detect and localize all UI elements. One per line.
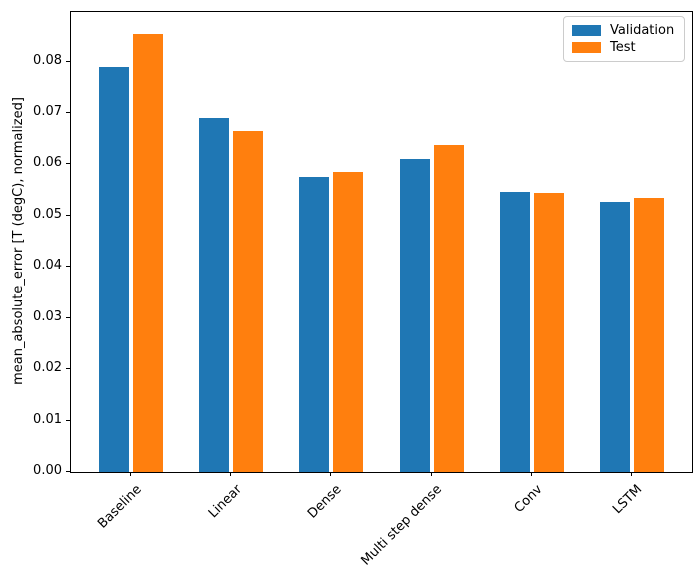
- bar-validation-linear: [199, 118, 230, 472]
- x-tick-mark: [330, 472, 332, 476]
- legend: Validation Test: [563, 16, 685, 62]
- x-tick-label-dense: Dense: [305, 482, 345, 522]
- y-tick-label: 0.03: [33, 309, 62, 325]
- y-tick-label: 0.02: [33, 360, 62, 376]
- y-tick-mark: [66, 163, 70, 165]
- y-tick-label: 0.04: [33, 257, 62, 273]
- bar-test-dense: [333, 171, 364, 472]
- x-tick-mark: [430, 472, 432, 476]
- x-tick-mark: [130, 472, 132, 476]
- bar-test-baseline: [133, 33, 164, 472]
- legend-label-test: Test: [610, 40, 636, 56]
- y-axis-label: mean_absolute_error [T (degC), normalize…: [11, 97, 26, 385]
- bar-test-linear: [233, 130, 264, 472]
- bar-validation-multi-step-dense: [399, 159, 430, 472]
- legend-swatch-test: [572, 42, 601, 54]
- y-tick-label: 0.00: [33, 463, 62, 478]
- legend-swatch-validation: [572, 24, 601, 36]
- y-tick-label: 0.01: [33, 411, 62, 427]
- y-tick-label: 0.07: [33, 104, 62, 119]
- x-tick-mark: [530, 472, 532, 476]
- y-tick-mark: [66, 471, 70, 472]
- y-tick-mark: [66, 112, 70, 113]
- bar-test-lstm: [633, 197, 664, 472]
- x-tick-label-multi-step-dense: Multi step dense: [358, 482, 446, 569]
- y-tick-label: 0.05: [33, 206, 62, 222]
- y-tick-label: 0.08: [33, 52, 62, 68]
- y-tick-mark: [66, 60, 70, 62]
- bar-validation-baseline: [99, 66, 129, 472]
- x-tick-label-conv: Conv: [511, 482, 546, 516]
- y-tick-mark: [66, 419, 70, 421]
- bar-test-multi-step-dense: [433, 145, 464, 472]
- legend-item-validation: Validation: [572, 23, 676, 38]
- y-tick-label: 0.06: [33, 155, 62, 171]
- bar-validation-conv: [499, 191, 530, 472]
- y-tick-mark: [66, 265, 70, 267]
- x-tick-mark: [630, 472, 632, 476]
- x-tick-label-linear: Linear: [205, 482, 245, 522]
- y-tick-mark: [66, 317, 70, 319]
- x-tick-label-baseline: Baseline: [95, 482, 145, 532]
- x-tick-label-lstm: LSTM: [610, 482, 646, 518]
- plot-area: [70, 11, 693, 473]
- bar-validation-lstm: [599, 202, 630, 472]
- y-tick-mark: [66, 214, 70, 216]
- legend-label-validation: Validation: [610, 22, 675, 38]
- legend-item-test: Test: [572, 40, 676, 55]
- y-tick-mark: [66, 368, 70, 370]
- bar-validation-dense: [299, 177, 330, 472]
- bar-test-conv: [533, 192, 564, 472]
- x-tick-mark: [230, 472, 232, 476]
